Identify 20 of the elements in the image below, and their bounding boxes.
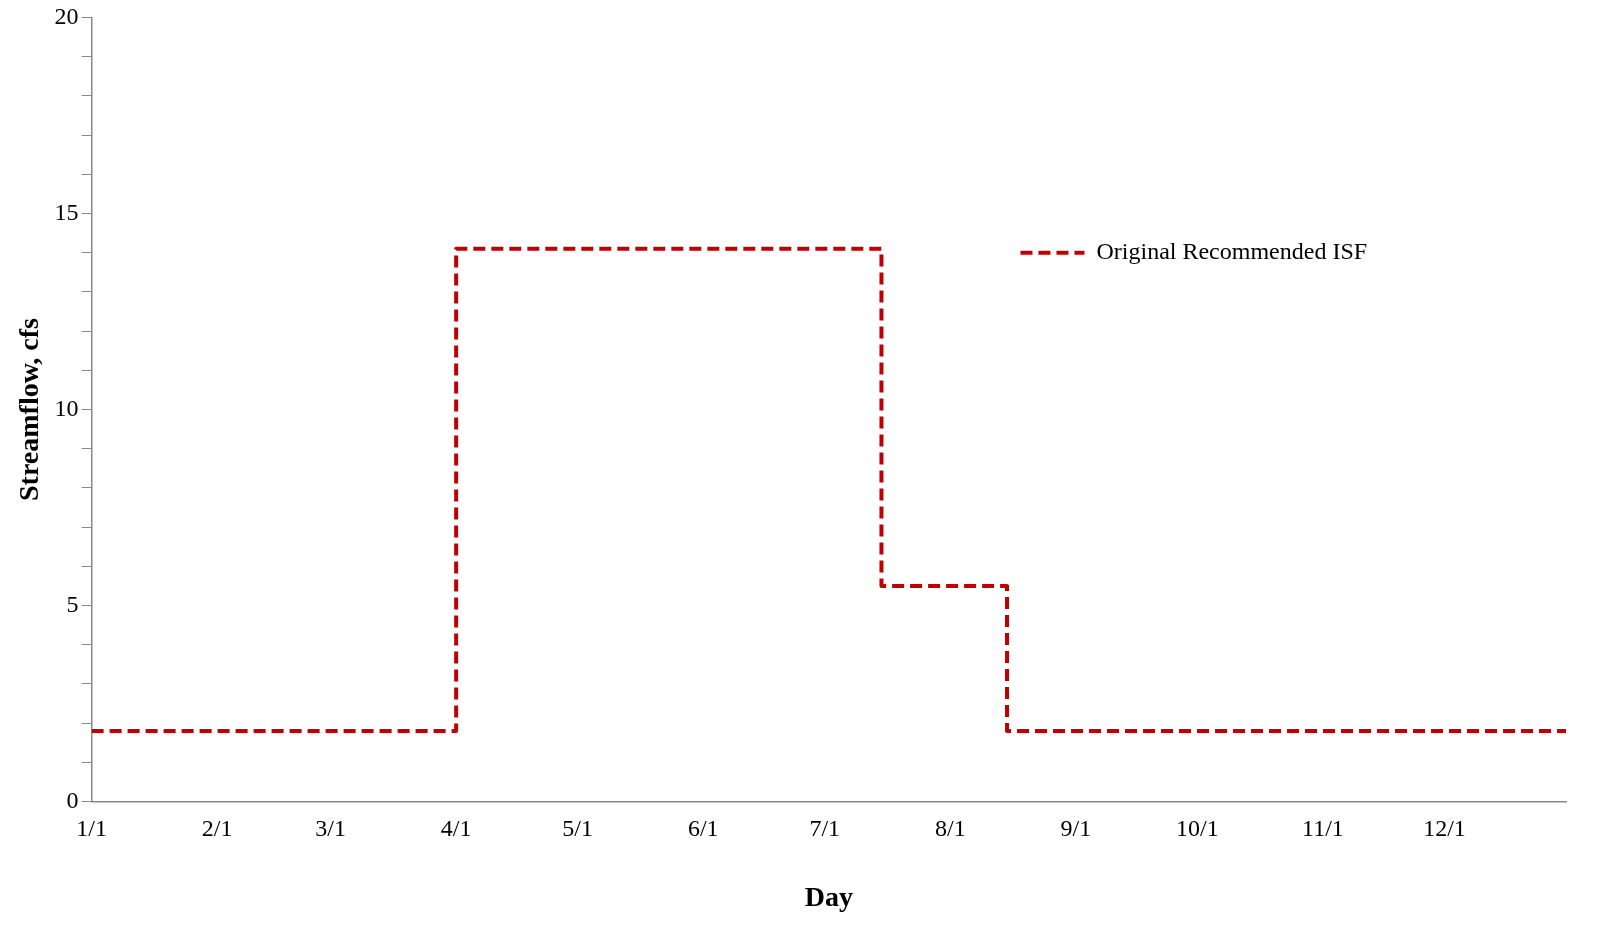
x-tick-label: 5/1 — [562, 815, 593, 842]
x-tick-label: 7/1 — [809, 815, 841, 842]
y-tick-label: 5 — [66, 590, 79, 617]
x-tick-label: 1/1 — [76, 815, 107, 842]
y-tick-label: 15 — [54, 198, 79, 225]
x-tick-label: 12/1 — [1423, 815, 1466, 842]
x-tick-label: 10/1 — [1176, 815, 1219, 842]
x-tick-label: 8/1 — [934, 815, 966, 842]
x-tick-label: 6/1 — [687, 815, 719, 842]
x-tick-label: 3/1 — [315, 815, 346, 842]
x-tick-label: 2/1 — [201, 815, 233, 842]
x-tick-label: 4/1 — [440, 815, 472, 842]
x-axis-title: Day — [804, 881, 853, 913]
y-tick-label: 20 — [54, 2, 79, 29]
x-tick-label: 11/1 — [1302, 815, 1344, 842]
y-tick-label: 10 — [54, 394, 79, 421]
legend-label: Original Recommended ISF — [1096, 237, 1368, 264]
y-tick-label: 0 — [66, 786, 79, 813]
x-tick-label: 9/1 — [1060, 815, 1092, 842]
y-axis-title: Streamflow, cfs — [13, 317, 45, 501]
